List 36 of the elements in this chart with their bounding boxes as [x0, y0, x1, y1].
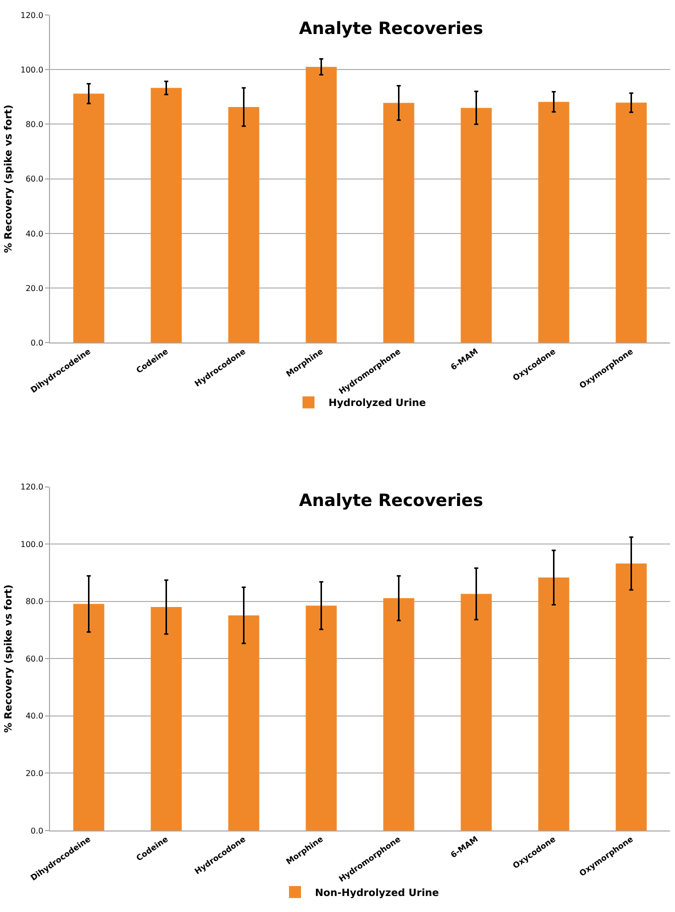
- bar: [150, 607, 182, 830]
- bar: [306, 66, 337, 343]
- bar: [616, 564, 647, 830]
- bar: [150, 88, 182, 343]
- bar: [538, 102, 570, 343]
- y-tick-label: 40.0: [26, 229, 44, 238]
- bar: [73, 604, 104, 830]
- y-axis-title: % Recovery (spike vs fort): [3, 104, 14, 253]
- y-tick-label: 80.0: [26, 597, 44, 606]
- y-tick-label: 40.0: [26, 712, 44, 721]
- y-axis-title: % Recovery (spike vs fort): [3, 584, 14, 733]
- bar: [460, 594, 492, 830]
- y-tick-label: 60.0: [26, 654, 44, 664]
- y-tick-label: 20.0: [26, 768, 44, 778]
- bar: [538, 578, 570, 830]
- bar: [228, 107, 260, 343]
- y-tick-label: 60.0: [26, 174, 44, 184]
- y-tick-label: 120.0: [20, 482, 44, 492]
- legend-label: Non-Hydrolyzed Urine: [315, 888, 440, 899]
- bar: [228, 615, 260, 830]
- bar: [73, 94, 104, 343]
- y-tick-label: 0.0: [30, 826, 44, 836]
- bar: [460, 108, 492, 343]
- bar: [616, 102, 647, 343]
- y-tick-label: 80.0: [26, 120, 44, 130]
- bar: [383, 598, 414, 830]
- chart-title: Analyte Recoveries: [299, 19, 484, 39]
- chart-title: Analyte Recoveries: [299, 491, 484, 511]
- legend-label: Hydrolyzed Urine: [328, 398, 426, 410]
- y-tick-label: 120.0: [20, 10, 44, 20]
- y-tick-label: 100.0: [20, 540, 44, 549]
- y-tick-label: 20.0: [26, 284, 44, 293]
- y-tick-label: 0.0: [30, 338, 44, 348]
- bar: [306, 606, 337, 830]
- bar: [383, 102, 414, 343]
- y-tick-label: 100.0: [20, 65, 44, 74]
